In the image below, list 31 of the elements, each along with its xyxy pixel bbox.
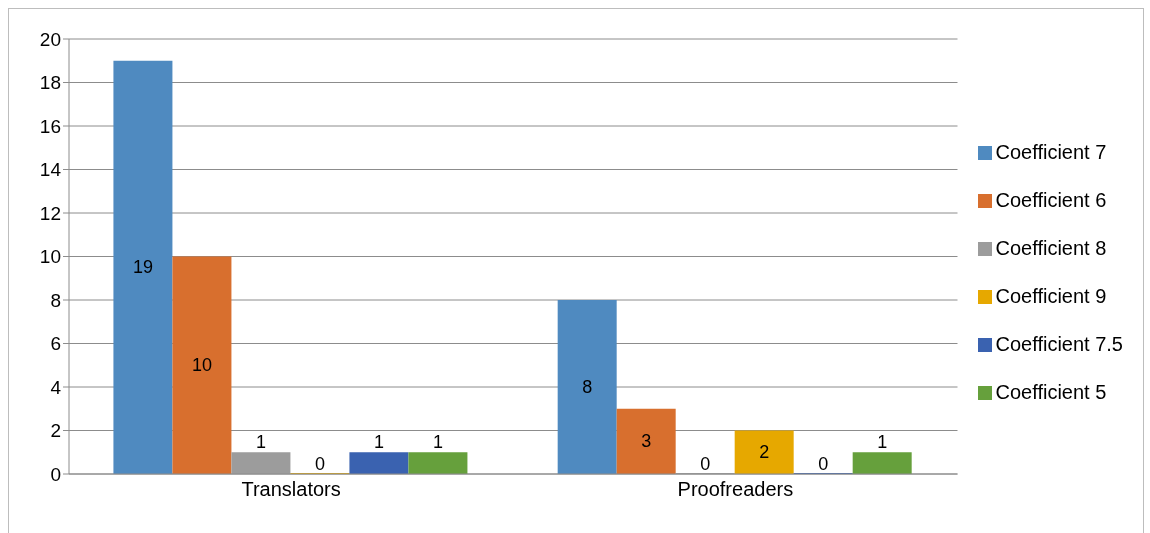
data-label: 8 xyxy=(582,377,593,397)
y-tick-label: 16 xyxy=(39,115,61,137)
y-tick-label: 20 xyxy=(39,28,61,50)
legend-label: Coefficient 6 xyxy=(995,188,1107,211)
legend-label: Coefficient 5 xyxy=(995,380,1107,403)
data-label: 1 xyxy=(373,432,384,453)
data-label: 3 xyxy=(641,431,652,452)
data-label: 2 xyxy=(759,442,770,463)
data-label: 10 xyxy=(191,355,212,376)
y-tick-label: 18 xyxy=(39,72,61,94)
x-tick-label: Proofreaders xyxy=(677,478,794,501)
y-tick-label: 0 xyxy=(50,463,61,485)
data-label: 1 xyxy=(255,432,266,453)
data-label: 19 xyxy=(132,257,153,278)
y-tick-label: 4 xyxy=(50,376,62,398)
y-tick-label: 8 xyxy=(50,289,61,311)
legend-label: Coefficient 8 xyxy=(995,236,1107,259)
y-tick-label: 14 xyxy=(39,159,62,181)
y-tick-label: 6 xyxy=(50,333,61,355)
data-label: 1 xyxy=(432,432,443,453)
legend-label: Coefficient 7 xyxy=(995,140,1107,163)
legend-label: Coefficient 7.5 xyxy=(995,332,1123,355)
y-tick-label: 12 xyxy=(39,202,61,224)
data-label: 0 xyxy=(700,454,711,474)
data-label: 0 xyxy=(314,454,325,474)
data-label: 0 xyxy=(818,454,829,474)
legend-label: Coefficient 9 xyxy=(995,284,1107,307)
y-tick-label: 10 xyxy=(39,246,61,268)
data-label: 1 xyxy=(877,432,888,453)
x-tick-label: Translators xyxy=(241,478,341,501)
y-tick-label: 2 xyxy=(50,420,61,442)
